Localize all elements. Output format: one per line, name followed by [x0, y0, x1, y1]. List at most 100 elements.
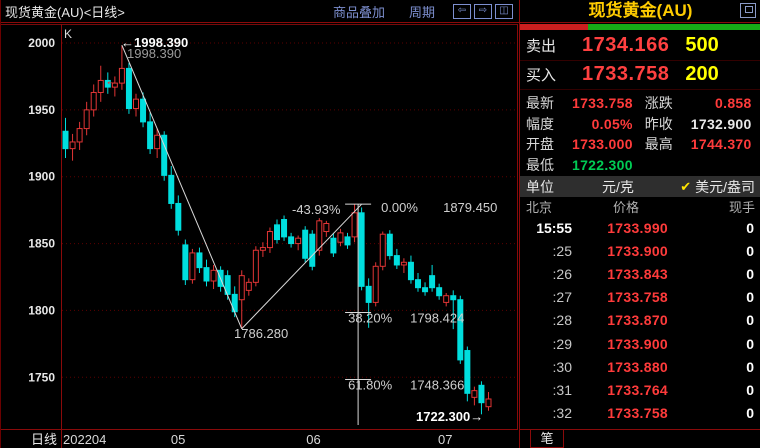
candle-up [111, 82, 118, 88]
menu-overlay-commodity[interactable]: 商品叠加 [332, 4, 385, 20]
candle-down [196, 252, 203, 269]
candle-up [83, 109, 90, 130]
quote-panel: 现货黄金(AU) 卖出 1734.166 500 买入 1733.758 200… [519, 0, 760, 448]
chart-canvas[interactable]: 2000 1950 1900 1850 1800 1750 0.00% 1879.450 38.… [1, 24, 519, 448]
candle-up [69, 141, 76, 150]
stat-label: 最高 [644, 136, 673, 153]
candle-down [182, 244, 189, 281]
window-restore-icon[interactable] [740, 3, 756, 18]
candle-down [161, 134, 168, 176]
stat-item: 昨收 1732.900 [641, 114, 760, 135]
stat-value: 1733.000 [572, 136, 633, 153]
tick-time: :26 [552, 265, 572, 282]
stat-label: 开盘 [526, 136, 554, 153]
menu-period[interactable]: 周期 [408, 4, 435, 20]
candle-down [436, 287, 443, 297]
candle-up [97, 79, 104, 93]
tick-price: 1733.843 [607, 265, 668, 282]
sell-price: 1734.166 [582, 34, 670, 56]
candle-down [274, 224, 280, 241]
tick-price: 1733.990 [607, 219, 668, 236]
candle-down [407, 261, 414, 281]
tick-volume: 0 [746, 358, 754, 375]
candle-down [450, 295, 457, 301]
candle-down [281, 218, 288, 238]
stat-item: 涨跌 0.858 [641, 93, 760, 114]
tick-volume: 0 [746, 242, 754, 259]
tick-volume: 0 [746, 219, 754, 236]
candle-down [140, 98, 147, 123]
y-axis-tick-label: 1750 [28, 370, 55, 384]
tick-volume: 0 [746, 405, 754, 422]
candle-down [62, 130, 69, 150]
candle-up [485, 398, 492, 408]
candle-down [358, 212, 365, 287]
stat-value: 1732.900 [690, 115, 752, 132]
stat-value: 0.05% [591, 115, 633, 132]
x-axis-label: 202204 [63, 432, 106, 447]
fib-pct-label: 61.80% [348, 377, 393, 392]
candle-down [429, 275, 436, 289]
y-axis-tick-label: 1800 [28, 303, 55, 317]
y-axis-tick-label: 2000 [28, 36, 55, 50]
y-axis-tick-label: 1850 [28, 237, 55, 251]
candle-up [189, 252, 196, 281]
candle-down [309, 233, 316, 267]
pattern-line [121, 44, 243, 329]
candle-down [147, 121, 154, 150]
candle-up [154, 134, 161, 150]
split-window-icon[interactable]: ◫ [495, 3, 513, 19]
candle-down [288, 236, 295, 245]
buy-strength-segment [588, 24, 760, 30]
candle-up [351, 212, 358, 238]
forward-arrow-icon[interactable]: ⇨ [474, 3, 492, 19]
unit-option-usd-ounce[interactable]: ✔ 美元/盎司 [680, 177, 755, 197]
tick-time: :32 [552, 405, 572, 422]
tick-price: 1733.764 [607, 381, 668, 398]
stat-value: 1744.370 [690, 136, 752, 153]
tick-row: :25 1733.900 0 [520, 239, 760, 262]
stat-item: 最高 1744.370 [641, 134, 760, 155]
candle-up [133, 98, 139, 110]
tab-tick[interactable]: 笔 [530, 429, 564, 448]
sell-size: 500 [685, 34, 719, 56]
tick-row: :26 1733.843 0 [520, 262, 760, 285]
header-time: 北京 [526, 200, 553, 215]
y-axis-tick-label: 1950 [28, 103, 55, 117]
tick-time: :25 [552, 242, 572, 259]
candle-up [337, 232, 344, 243]
candle-up [295, 237, 302, 245]
tick-row: :32 1733.758 0 [520, 402, 760, 425]
candlestick-chart[interactable]: 2000 1950 1900 1850 1800 1750 0.00% 1879.450 38.… [1, 24, 519, 448]
titlebar-menu: 商品叠加 周期 [333, 2, 435, 21]
fib-price-label: 1798.424 [410, 311, 464, 326]
unit-option-cny-gram[interactable]: 元/克 [602, 178, 634, 195]
sell-strength-segment [520, 24, 589, 30]
check-icon: ✔ [680, 178, 692, 194]
tick-time: :30 [552, 358, 572, 375]
unit-option-usd-ounce-label: 美元/盎司 [695, 178, 755, 195]
buy-label: 买入 [526, 67, 557, 84]
candle-down [168, 174, 175, 204]
unit-selector-row: 单位 元/克 ✔ 美元/盎司 [520, 176, 760, 197]
fib-pct-label: 0.00% [381, 200, 418, 215]
back-arrow-icon[interactable]: ⇦ [453, 3, 471, 19]
candle-up [90, 91, 97, 111]
panel-tab-strip: 笔 [520, 429, 760, 448]
stat-item: 最低 1722.300 [522, 155, 641, 176]
chart-annotation: ← [105, 73, 118, 88]
chart-annotation: 1998.390 [127, 46, 181, 61]
quote-stats-grid: 最新 1733.758 涨跌 0.858 幅度 0.05% 昨收 1732.900 开盘 1733… [522, 93, 759, 175]
tick-price: 1733.758 [607, 405, 668, 422]
stat-value: 1722.300 [572, 156, 633, 173]
candle-up [323, 223, 330, 233]
candle-up [210, 269, 217, 282]
chart-annotation: 1786.280 [234, 326, 288, 341]
tick-price: 1733.870 [607, 312, 668, 329]
buy-size: 200 [685, 63, 719, 85]
candle-down [415, 279, 421, 289]
period-label: 日线 [31, 432, 57, 447]
tick-price: 1733.900 [607, 335, 668, 352]
candle-up [266, 231, 273, 249]
